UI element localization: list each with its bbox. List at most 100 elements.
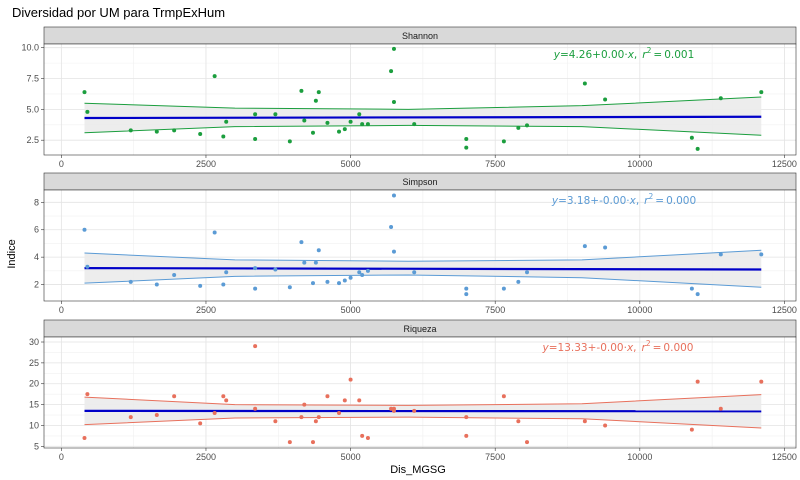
plot-panel-border	[43, 43, 797, 156]
chart-title: Diversidad por UM para TrmpExHum	[12, 5, 225, 20]
data-point	[718, 96, 723, 101]
data-point	[325, 279, 330, 284]
data-point	[389, 406, 394, 411]
eq-equals-2: =	[655, 195, 664, 207]
data-point	[313, 98, 318, 103]
confidence-upper-line	[84, 394, 762, 406]
regression-line	[84, 115, 762, 120]
data-point	[759, 379, 764, 384]
data-point	[412, 408, 417, 413]
data-point	[82, 227, 87, 232]
eq-y: y	[553, 49, 561, 61]
y-tick-label: 15	[29, 400, 39, 410]
data-point	[342, 127, 347, 132]
data-point	[464, 433, 469, 438]
data-point	[342, 278, 347, 283]
data-point	[516, 419, 521, 424]
facet-strip-label: Simpson	[402, 177, 437, 187]
data-point	[316, 90, 321, 95]
data-point	[348, 377, 353, 382]
regression-line	[84, 267, 762, 271]
data-point	[198, 283, 203, 288]
data-point	[212, 74, 217, 79]
data-point	[582, 81, 587, 86]
data-point	[302, 402, 307, 407]
data-point	[172, 128, 177, 133]
data-point	[325, 394, 330, 399]
data-point	[302, 260, 307, 265]
data-point	[501, 286, 506, 291]
data-point	[348, 275, 353, 280]
eq-equals: =	[558, 195, 567, 207]
x-tick-label: 12500	[772, 159, 797, 169]
x-tick-label: 2500	[196, 452, 216, 462]
x-tick-label: 10000	[627, 159, 652, 169]
data-point	[412, 270, 417, 275]
data-point	[603, 423, 608, 428]
data-point	[759, 252, 764, 257]
plot-panel-border	[43, 189, 797, 302]
regression-equation: y=4.26+0.00·x, r2 = 0.001	[553, 46, 695, 61]
eq-comma: ,	[636, 195, 639, 207]
data-point	[357, 270, 362, 275]
data-point	[464, 145, 469, 150]
eq-x: x	[629, 195, 637, 207]
data-point	[357, 112, 362, 117]
x-tick-label: 12500	[772, 305, 797, 315]
data-point	[253, 266, 258, 271]
data-point	[221, 134, 226, 139]
x-tick-label: 5000	[341, 452, 361, 462]
confidence-lower-line	[84, 274, 762, 288]
regression-equation: y=13.33+-0.00·x, r2 = 0.000	[542, 339, 694, 354]
x-tick-label: 0	[59, 452, 64, 462]
data-point	[525, 123, 530, 128]
data-point	[337, 410, 342, 415]
data-point	[128, 415, 133, 420]
data-point	[695, 292, 700, 297]
eq-dot: ·	[624, 342, 627, 354]
eq-x: x	[627, 49, 635, 61]
data-point	[253, 112, 258, 117]
y-tick-label: 5	[34, 441, 39, 451]
data-point	[342, 398, 347, 403]
eq-y: y	[551, 195, 559, 207]
data-point	[172, 272, 177, 277]
eq-equals-2: =	[653, 342, 662, 354]
data-point	[365, 268, 370, 273]
data-point	[221, 394, 226, 399]
data-point	[337, 129, 342, 134]
data-point	[695, 146, 700, 151]
data-point	[310, 130, 315, 135]
data-point	[695, 379, 700, 384]
eq-equals: =	[560, 49, 569, 61]
eq-x: x	[626, 342, 634, 354]
x-tick-label: 2500	[196, 305, 216, 315]
data-point	[299, 415, 304, 420]
x-tick-label: 0	[59, 159, 64, 169]
x-tick-label: 2500	[196, 159, 216, 169]
x-tick-label: 5000	[341, 159, 361, 169]
data-point	[365, 122, 370, 127]
data-point	[212, 410, 217, 415]
data-point	[82, 435, 87, 440]
data-point	[516, 125, 521, 130]
data-point	[310, 281, 315, 286]
data-point	[82, 90, 87, 95]
confidence-lower-line	[84, 124, 762, 136]
data-point	[389, 69, 394, 74]
eq-r: r	[642, 49, 647, 61]
eq-r-exponent: 2	[647, 46, 652, 55]
plot-panel-border	[43, 336, 797, 449]
eq-dot: ·	[624, 49, 627, 61]
eq-comma: ,	[634, 49, 637, 61]
x-tick-label: 5000	[341, 305, 361, 315]
data-point	[221, 282, 226, 287]
eq-plus: +	[590, 195, 599, 207]
data-point	[357, 398, 362, 403]
data-point	[273, 112, 278, 117]
data-point	[287, 440, 292, 445]
data-point	[85, 392, 90, 397]
data-point	[253, 136, 258, 141]
